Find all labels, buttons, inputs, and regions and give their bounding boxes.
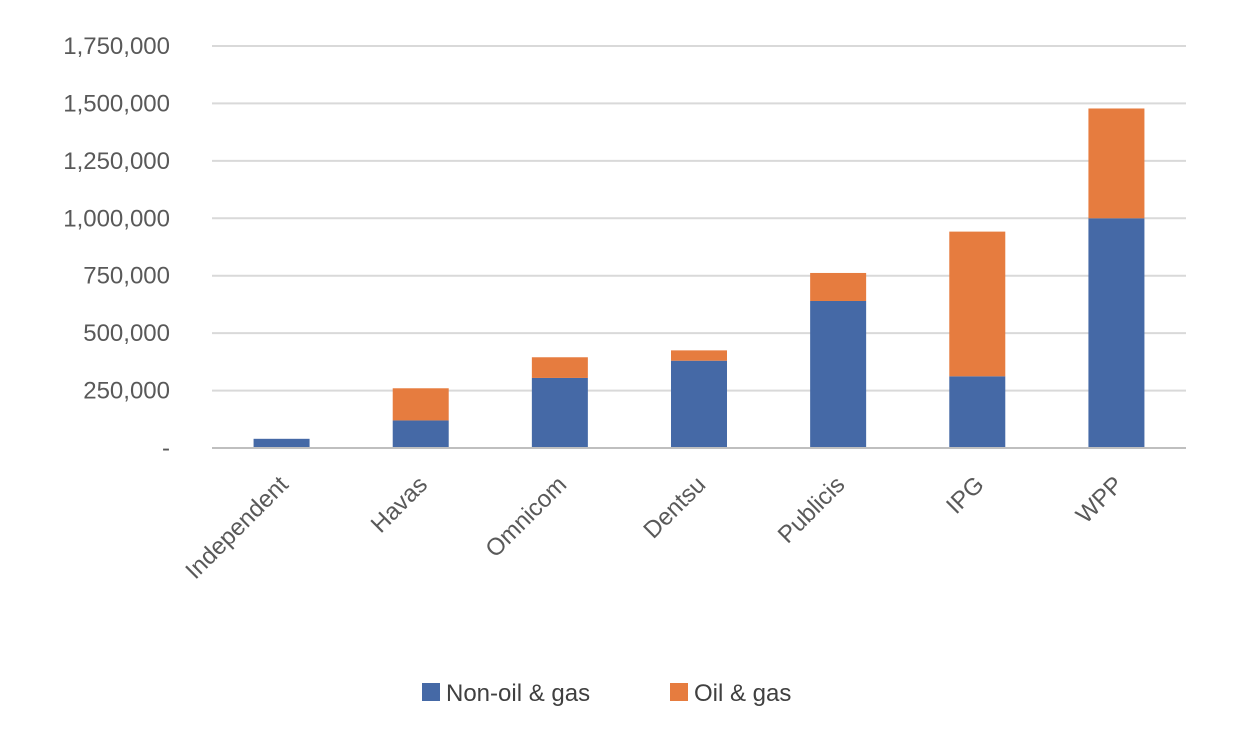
x-category-label: Independent (180, 471, 294, 585)
legend-item: Oil & gas (670, 680, 791, 707)
bar-segment-non-oil-gas (392, 420, 449, 448)
x-category-label: WPP (1071, 471, 1129, 529)
bar-segment-non-oil-gas (810, 300, 867, 448)
bar-segment-oil-gas (671, 350, 727, 361)
legend-label: Non-oil & gas (446, 680, 590, 707)
y-tick-label: 1,000,000 (63, 205, 170, 232)
y-tick-label: 1,500,000 (63, 90, 170, 117)
x-category-label: Havas (366, 471, 433, 538)
bar-segment-non-oil-gas (1088, 218, 1145, 448)
legend-swatch (670, 683, 688, 701)
bar-segment-oil-gas (392, 388, 449, 421)
bar-segment-oil-gas (1088, 108, 1145, 219)
y-tick-label: - (162, 435, 170, 462)
y-tick-label: 500,000 (83, 320, 170, 347)
bar-segment-oil-gas (531, 357, 588, 378)
bar-segment-oil-gas (949, 231, 1006, 377)
x-category-label: Dentsu (638, 471, 711, 544)
y-tick-label: 1,250,000 (63, 148, 170, 175)
legend-swatch (422, 683, 440, 701)
y-tick-label: 750,000 (83, 263, 170, 290)
bars (253, 108, 1145, 448)
legend: Non-oil & gas Oil & gas (422, 680, 791, 707)
x-category-label: IPG (941, 471, 989, 519)
x-category-label: Omnicom (480, 471, 572, 563)
bar-segment-non-oil-gas (949, 376, 1006, 448)
y-axis-tick-labels: - 250,000 500,000 750,000 1,000,000 1,250,000… (63, 33, 170, 462)
x-category-label: Publicis (773, 471, 851, 549)
y-tick-label: 1,750,000 (63, 33, 170, 60)
y-tick-label: 250,000 (83, 378, 170, 405)
bar-segment-non-oil-gas (253, 438, 310, 448)
bar-segment-oil-gas (810, 272, 867, 301)
gridlines (212, 45, 1186, 392)
legend-item: Non-oil & gas (422, 680, 590, 707)
x-axis-category-labels: Independent Havas Omnicom Dentsu Publicis IPG… (180, 471, 1128, 585)
bar-segment-non-oil-gas (671, 360, 727, 448)
bar-segment-non-oil-gas (531, 377, 588, 448)
legend-label: Oil & gas (694, 680, 791, 707)
